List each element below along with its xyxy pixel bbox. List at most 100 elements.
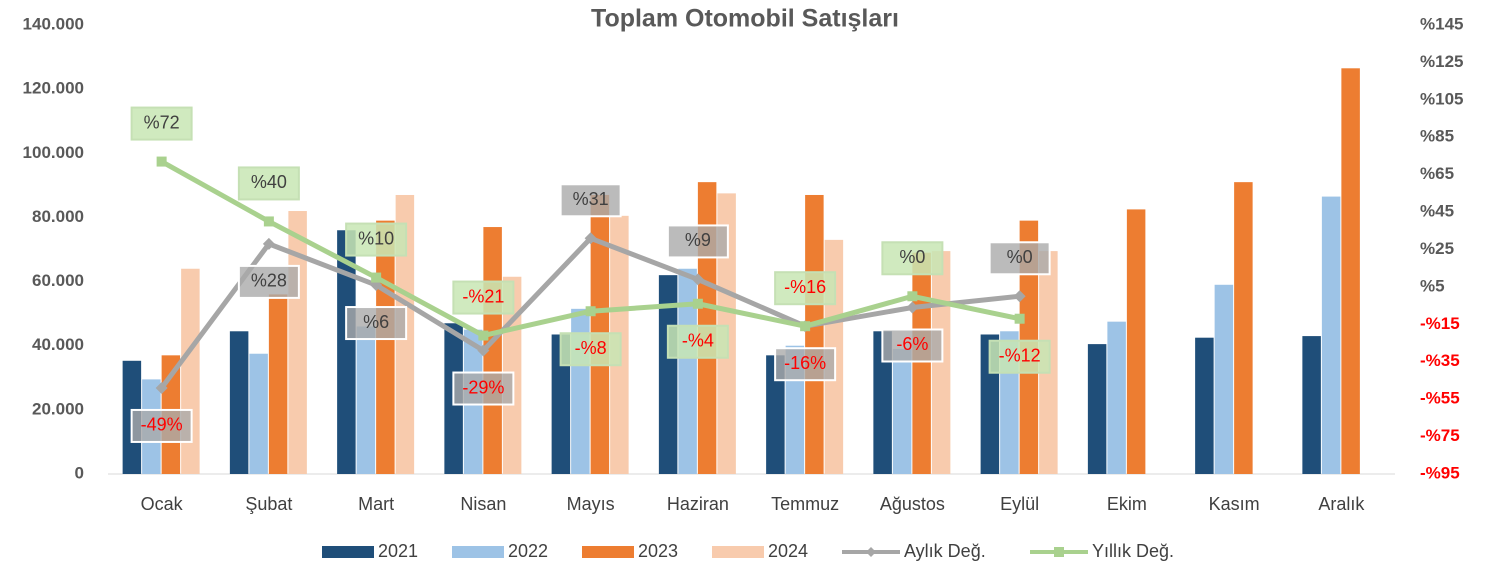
y-tick-label: 40.000: [32, 335, 84, 354]
data-label: %0: [899, 247, 925, 267]
bar: [1107, 321, 1126, 474]
x-tick-label: Aralık: [1318, 494, 1365, 514]
y-tick-label: 120.000: [23, 79, 84, 98]
bar: [268, 294, 288, 474]
marker: [1014, 313, 1025, 324]
data-label: -%8: [575, 338, 607, 358]
x-tick-label: Eylül: [1000, 494, 1039, 514]
y-tick-label: 80.000: [32, 207, 84, 226]
y2-tick-label: %45: [1420, 202, 1454, 221]
x-tick-label: Ağustos: [880, 494, 945, 514]
bar: [229, 331, 249, 474]
bar: [356, 326, 376, 474]
data-label: -6%: [896, 334, 928, 354]
data-label-box: [237, 264, 300, 299]
y-tick-label: 100.000: [23, 143, 84, 162]
legend-label: 2023: [638, 541, 678, 561]
y2-tick-label: -%15: [1420, 314, 1460, 333]
marker: [477, 344, 490, 357]
data-label-box: [452, 371, 515, 406]
data-label-box: [559, 183, 622, 218]
bar: [892, 348, 912, 474]
x-tick-label: Ekim: [1107, 494, 1147, 514]
marker: [478, 330, 489, 341]
x-tick-label: Nisan: [460, 494, 506, 514]
bar: [873, 331, 892, 474]
bar: [1087, 344, 1107, 474]
data-label-box: [130, 106, 193, 141]
bar: [249, 353, 268, 474]
y-tick-label: 20.000: [32, 399, 84, 418]
x-tick-label: Kasım: [1209, 494, 1260, 514]
x-tick-label: Şubat: [245, 494, 292, 514]
data-label: %31: [573, 189, 609, 209]
y2-tick-label: %65: [1420, 164, 1454, 183]
data-label: %0: [1007, 247, 1033, 267]
bar: [1214, 284, 1234, 474]
y2-tick-label: -%35: [1420, 351, 1460, 370]
bar: [376, 220, 395, 474]
legend-label: 2022: [508, 541, 548, 561]
marker: [691, 273, 704, 286]
marker: [371, 272, 382, 283]
y2-tick-label: -%95: [1420, 463, 1460, 482]
marker: [263, 216, 274, 227]
y-tick-label: 60.000: [32, 271, 84, 290]
data-label-box: [559, 332, 622, 367]
y2-tick-label: %85: [1420, 127, 1454, 146]
data-label: -29%: [462, 377, 504, 397]
marker: [584, 232, 597, 245]
data-label-box: [666, 224, 729, 259]
legend-label: Aylık Değ.: [904, 541, 986, 561]
legend-label: Yıllık Değ.: [1092, 541, 1174, 561]
bar: [678, 268, 697, 474]
bar: [1195, 337, 1214, 474]
data-label: %10: [358, 228, 394, 248]
x-tick-label: Haziran: [667, 494, 729, 514]
data-label-box: [988, 241, 1051, 276]
data-label: -%21: [462, 286, 504, 306]
bar: [1234, 182, 1253, 474]
legend-swatch: [866, 547, 876, 557]
bar: [1341, 68, 1360, 475]
bar: [766, 355, 785, 474]
data-label: -49%: [141, 415, 183, 435]
bar: [551, 334, 571, 474]
data-label: %72: [144, 112, 180, 132]
marker: [155, 381, 168, 394]
marker: [585, 306, 596, 317]
data-label-box: [130, 408, 193, 443]
data-label-box: [666, 324, 729, 359]
chart-title: Toplam Otomobil Satışları: [591, 5, 899, 33]
bar: [1126, 209, 1146, 475]
y2-tick-label: %145: [1420, 14, 1463, 33]
data-label: -%16: [784, 277, 826, 297]
data-label: %9: [685, 230, 711, 250]
bar: [1302, 336, 1321, 474]
bar: [931, 251, 951, 474]
data-label: -%12: [999, 345, 1041, 365]
bar: [1321, 196, 1341, 474]
data-label-box: [345, 222, 408, 257]
data-label-box: [237, 166, 300, 201]
legend-swatch: [582, 546, 634, 558]
legend-swatch: [1054, 547, 1064, 557]
bar: [912, 252, 931, 474]
legend-swatch: [452, 546, 504, 558]
bar: [337, 230, 356, 474]
data-label-box: [881, 241, 944, 276]
data-label: %6: [363, 312, 389, 332]
data-label-box: [345, 306, 408, 341]
data-label: -%4: [682, 331, 714, 351]
y2-tick-label: %25: [1420, 239, 1454, 258]
data-label: %40: [251, 172, 287, 192]
data-label: %28: [251, 271, 287, 291]
data-label-box: [988, 339, 1051, 374]
marker: [1013, 290, 1026, 303]
marker: [262, 237, 275, 250]
y-tick-label: 0: [75, 463, 84, 482]
x-tick-label: Temmuz: [771, 494, 839, 514]
y2-tick-label: -%55: [1420, 389, 1460, 408]
marker: [800, 321, 811, 332]
